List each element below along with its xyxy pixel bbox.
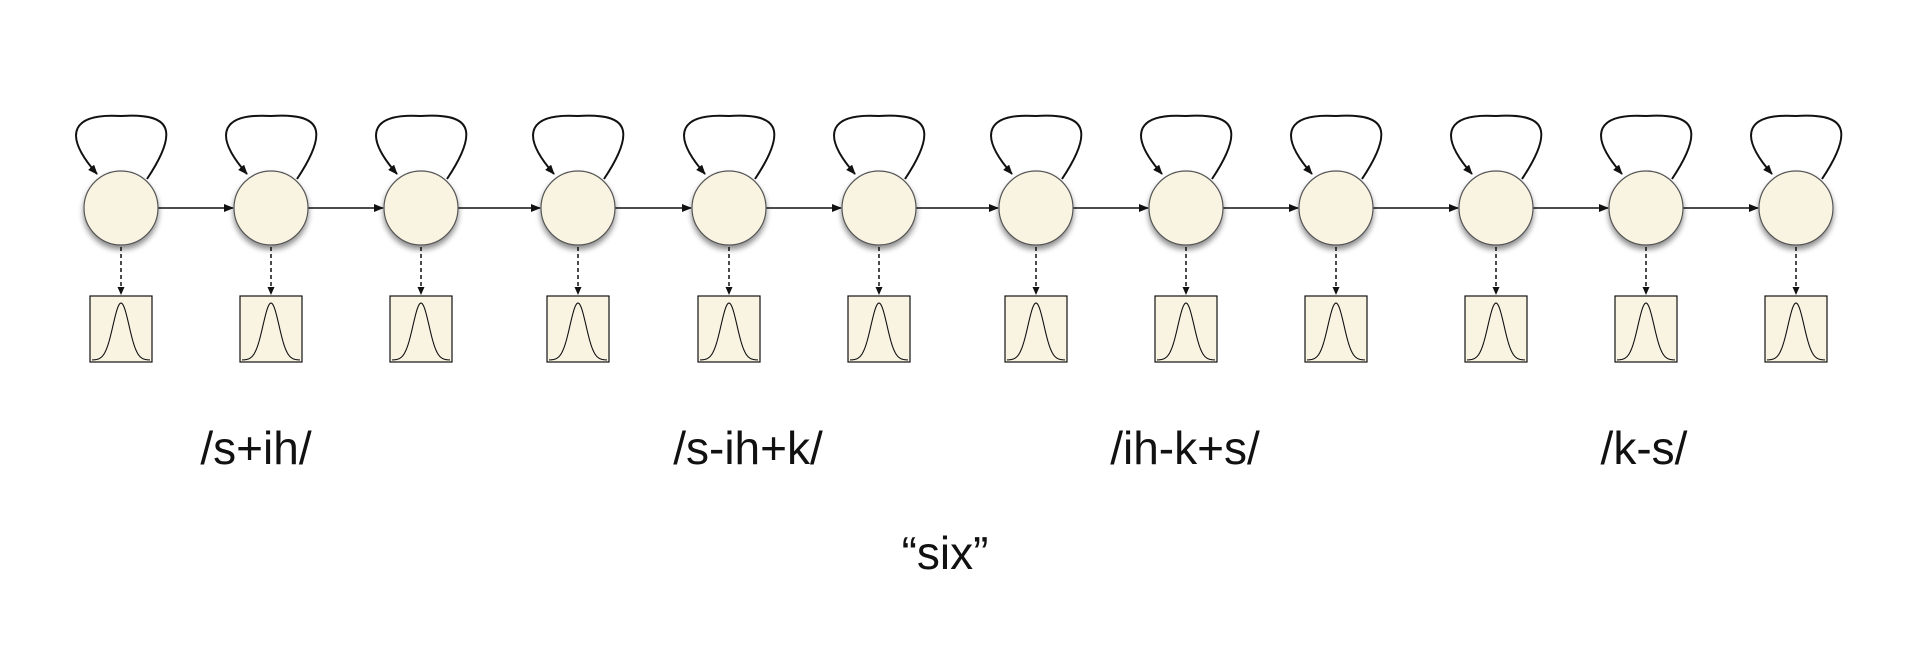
self-loop-3 — [375, 114, 468, 180]
self-loop-6 — [833, 114, 926, 180]
state-3 — [383, 170, 459, 246]
gaussian-curve-6 — [849, 302, 909, 361]
state-11 — [1608, 170, 1684, 246]
emission-box-12 — [1764, 295, 1828, 363]
phone-label-s-ih-k: /s-ih+k/ — [673, 422, 823, 474]
phone-label-k-s: /k-s/ — [1600, 422, 1688, 474]
gaussian-curve-11 — [1616, 302, 1676, 361]
self-loop-1 — [75, 114, 168, 180]
word-label: “six” — [901, 527, 989, 579]
emission-box-6 — [847, 295, 911, 363]
state-4 — [540, 170, 616, 246]
self-loop-12 — [1750, 114, 1843, 180]
gaussian-curve-2 — [241, 302, 301, 361]
state-12 — [1758, 170, 1834, 246]
state-8 — [1148, 170, 1224, 246]
emission-box-4 — [546, 295, 610, 363]
self-loop-2 — [225, 114, 318, 180]
emission-box-2 — [239, 295, 303, 363]
gaussian-curve-1 — [91, 302, 151, 361]
gaussian-curve-7 — [1006, 302, 1066, 361]
self-loop-9 — [1290, 114, 1383, 180]
state-9 — [1298, 170, 1374, 246]
gaussian-curve-3 — [391, 302, 451, 361]
gaussian-curve-10 — [1466, 302, 1526, 361]
state-1 — [83, 170, 159, 246]
self-loop-4 — [532, 114, 625, 180]
self-loop-8 — [1140, 114, 1233, 180]
emission-links — [117, 247, 1800, 295]
phone-label-ih-k-s: /ih-k+s/ — [1110, 422, 1260, 474]
emission-box-5 — [697, 295, 761, 363]
state-7 — [998, 170, 1074, 246]
emission-box-7 — [1004, 295, 1068, 363]
self-loops — [75, 114, 1843, 180]
emission-box-11 — [1614, 295, 1678, 363]
gaussian-curve-9 — [1306, 302, 1366, 361]
states — [83, 170, 1834, 246]
emission-box-8 — [1154, 295, 1218, 363]
state-5 — [691, 170, 767, 246]
emission-box-9 — [1304, 295, 1368, 363]
self-loop-10 — [1450, 114, 1543, 180]
phone-label-s-ih: /s+ih/ — [200, 422, 312, 474]
gaussian-curve-5 — [699, 302, 759, 361]
gaussian-curve-12 — [1766, 302, 1826, 361]
state-10 — [1458, 170, 1534, 246]
self-loop-7 — [990, 114, 1083, 180]
gaussian-curve-8 — [1156, 302, 1216, 361]
self-loop-5 — [683, 114, 776, 180]
state-6 — [841, 170, 917, 246]
gaussian-curve-4 — [548, 302, 608, 361]
emission-box-10 — [1464, 295, 1528, 363]
self-loop-11 — [1600, 114, 1693, 180]
state-2 — [233, 170, 309, 246]
emission-distributions — [89, 295, 1828, 363]
emission-box-1 — [89, 295, 153, 363]
emission-box-3 — [389, 295, 453, 363]
